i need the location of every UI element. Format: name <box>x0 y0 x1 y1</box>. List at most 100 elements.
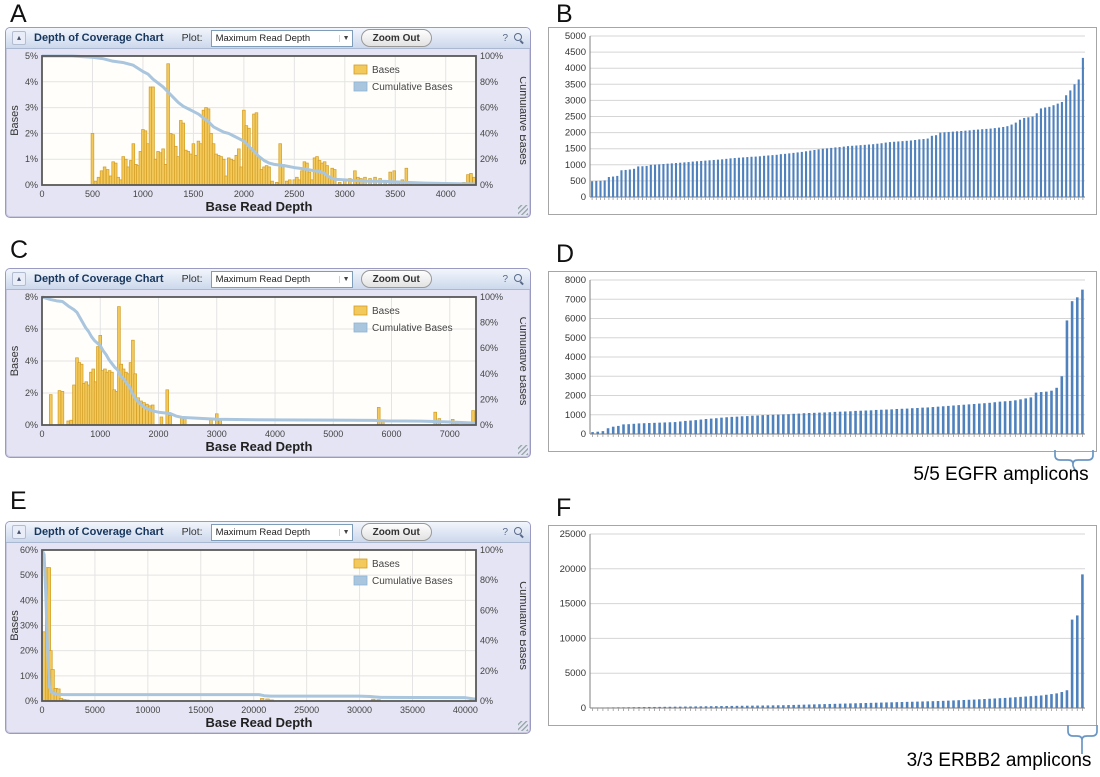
magnifier-icon[interactable] <box>514 274 524 285</box>
chevron-down-icon: ▼ <box>338 34 350 42</box>
cumulative-line <box>40 549 477 701</box>
svg-text:40%: 40% <box>480 636 498 646</box>
plot-select[interactable]: Maximum Read Depth ▼ <box>210 29 353 47</box>
svg-text:25000: 25000 <box>560 529 586 540</box>
svg-text:20%: 20% <box>480 154 498 164</box>
svg-text:20%: 20% <box>480 666 498 676</box>
svg-text:Bases: Bases <box>9 345 21 376</box>
svg-text:500: 500 <box>570 176 586 187</box>
svg-text:10000: 10000 <box>560 633 586 644</box>
svg-text:3500: 3500 <box>385 189 405 199</box>
svg-text:2%: 2% <box>25 128 38 138</box>
plot-select[interactable]: Maximum Read Depth ▼ <box>210 270 353 288</box>
amplicon-chart-b: 0 500 1000 1500 2000 2500 3000 3500 4000 4500 5000 <box>548 27 1097 215</box>
svg-text:2000: 2000 <box>148 429 168 439</box>
resize-grip[interactable] <box>518 205 528 215</box>
zoom-out-button[interactable]: Zoom Out <box>360 270 432 288</box>
svg-text:1500: 1500 <box>565 144 586 155</box>
coverage-panel-header: ▴ Depth of Coverage Chart Plot: Maximum … <box>6 269 530 290</box>
collapse-icon[interactable]: ▴ <box>12 525 26 539</box>
svg-text:15000: 15000 <box>188 705 213 715</box>
plot-select[interactable]: Maximum Read Depth ▼ <box>210 523 353 541</box>
svg-text:30%: 30% <box>20 621 38 631</box>
svg-text:40%: 40% <box>480 369 498 379</box>
amplicon-chart-f-plot: 0 5000 10000 15000 20000 25000 <box>560 529 1085 714</box>
svg-text:60%: 60% <box>480 343 498 353</box>
svg-text:40%: 40% <box>20 595 38 605</box>
svg-text:Bases: Bases <box>372 65 400 76</box>
svg-text:0: 0 <box>39 189 44 199</box>
zoom-out-button[interactable]: Zoom Out <box>360 29 432 47</box>
panel-label-d: D <box>556 240 575 268</box>
coverage-panel-header: ▴ Depth of Coverage Chart Plot: Maximum … <box>6 522 530 543</box>
svg-text:3%: 3% <box>25 103 38 113</box>
svg-text:2000: 2000 <box>234 189 254 199</box>
panel-label-a: A <box>10 0 27 28</box>
svg-text:4000: 4000 <box>436 189 456 199</box>
amplicon-chart-f: 0 5000 10000 15000 20000 25000 <box>548 525 1097 726</box>
svg-text:2000: 2000 <box>565 391 586 402</box>
svg-text:0: 0 <box>581 429 586 440</box>
svg-text:3000: 3000 <box>565 371 586 382</box>
svg-text:3500: 3500 <box>565 79 586 90</box>
amplicon-bars <box>591 289 1084 434</box>
coverage-panel-title: Depth of Coverage Chart <box>34 526 164 538</box>
coverage-chart-e[interactable]: 0% 10% 20% 30% 40% 50% 60% 0% 20% 40% 60% 80% 100% 0 5… <box>8 544 529 731</box>
svg-text:1000: 1000 <box>133 189 153 199</box>
svg-text:5000: 5000 <box>565 333 586 344</box>
plot-label: Plot: <box>181 273 203 285</box>
svg-text:0%: 0% <box>480 696 493 706</box>
svg-text:1%: 1% <box>25 154 38 164</box>
svg-text:Cumulative Bases: Cumulative Bases <box>517 76 526 165</box>
svg-text:8%: 8% <box>25 292 38 302</box>
coverage-panel-title: Depth of Coverage Chart <box>34 273 164 285</box>
collapse-icon[interactable]: ▴ <box>12 31 26 45</box>
svg-text:Base Read Depth: Base Read Depth <box>206 199 313 214</box>
coverage-chart-a[interactable]: 0% 1% 2% 3% 4% 5% 0% 20% 40% 60% 80% 100% 0 500 1000 15… <box>8 50 529 215</box>
svg-text:Cumulative Bases: Cumulative Bases <box>372 576 453 587</box>
coverage-panel-a: ▴ Depth of Coverage Chart Plot: Maximum … <box>5 27 531 218</box>
svg-text:0%: 0% <box>480 420 493 430</box>
svg-text:6%: 6% <box>25 324 38 334</box>
svg-text:Cumulative Bases: Cumulative Bases <box>517 581 526 670</box>
legend: Bases Cumulative Bases <box>353 558 453 587</box>
plot-select-value: Maximum Read Depth <box>215 32 311 44</box>
amplicon-chart-b-plot: 0 500 1000 1500 2000 2500 3000 3500 4000 4500 5000 <box>565 31 1085 203</box>
plot-label: Plot: <box>181 32 203 44</box>
zoom-out-button[interactable]: Zoom Out <box>360 523 432 541</box>
help-icon[interactable]: ? <box>502 32 508 44</box>
collapse-icon[interactable]: ▴ <box>12 272 26 286</box>
svg-text:60%: 60% <box>480 103 498 113</box>
svg-text:Base Read Depth: Base Read Depth <box>206 715 313 730</box>
cumulative-line <box>41 295 477 425</box>
magnifier-icon[interactable] <box>514 33 524 44</box>
svg-text:4000: 4000 <box>565 63 586 74</box>
svg-text:10000: 10000 <box>135 705 160 715</box>
erbb2-callout-label: 3/3 ERBB2 amplicons <box>906 750 1092 771</box>
svg-text:20000: 20000 <box>560 564 586 575</box>
svg-text:Bases: Bases <box>9 610 21 641</box>
resize-grip[interactable] <box>518 721 528 731</box>
svg-text:5000: 5000 <box>565 668 586 679</box>
svg-text:1500: 1500 <box>183 189 203 199</box>
amplicon-bars <box>591 57 1084 198</box>
panel-label-e: E <box>10 487 27 515</box>
magnifier-icon[interactable] <box>514 527 524 538</box>
svg-text:5000: 5000 <box>85 705 105 715</box>
svg-text:15000: 15000 <box>560 599 586 610</box>
amplicon-chart-d: 0 1000 2000 3000 4000 5000 6000 7000 8000 <box>548 271 1097 452</box>
coverage-chart-c[interactable]: 0% 2% 4% 6% 8% 0% 20% 40% 60% 80% 100% 0 1000 2000 300… <box>8 291 529 455</box>
svg-text:5000: 5000 <box>323 429 343 439</box>
svg-text:60%: 60% <box>20 545 38 555</box>
svg-text:5000: 5000 <box>565 31 586 42</box>
svg-text:Cumulative Bases: Cumulative Bases <box>517 317 526 406</box>
cumulative-line <box>42 54 477 186</box>
panel-label-f: F <box>556 494 572 522</box>
help-icon[interactable]: ? <box>502 273 508 285</box>
svg-text:30000: 30000 <box>347 705 372 715</box>
svg-text:20%: 20% <box>480 394 498 404</box>
help-icon[interactable]: ? <box>502 526 508 538</box>
svg-text:8000: 8000 <box>565 275 586 286</box>
egfr-callout-label: 5/5 EGFR amplicons <box>913 464 1089 485</box>
resize-grip[interactable] <box>518 445 528 455</box>
